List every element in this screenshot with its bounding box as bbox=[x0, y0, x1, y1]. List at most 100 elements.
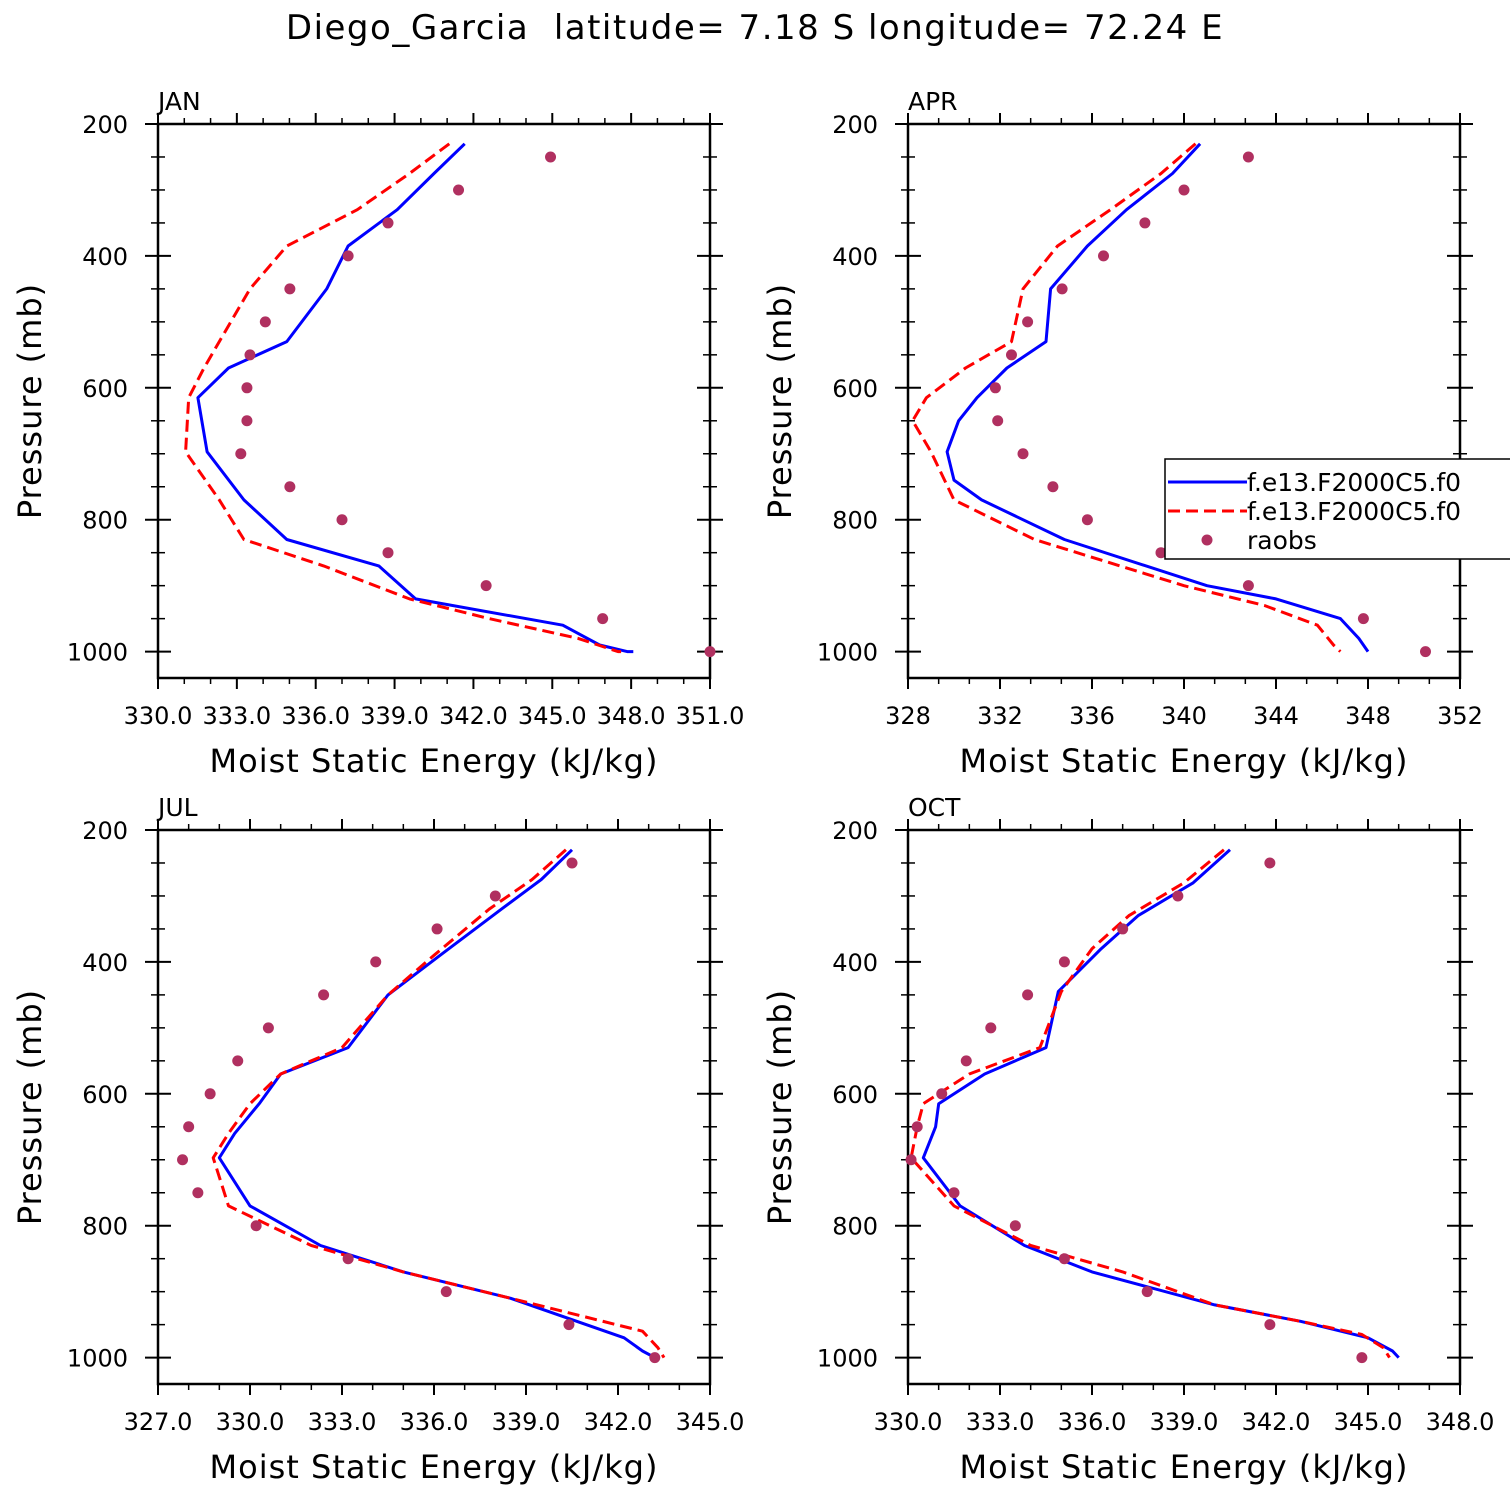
y-tick-label: 600 bbox=[832, 375, 878, 403]
series-line-2 bbox=[211, 848, 666, 1359]
raobs-point bbox=[948, 1187, 960, 1199]
y-tick-label: 600 bbox=[82, 375, 128, 403]
raobs-point bbox=[1056, 283, 1068, 295]
raobs-point bbox=[431, 923, 443, 935]
raobs-point bbox=[192, 1187, 204, 1199]
y-tick-label: 800 bbox=[832, 507, 878, 535]
y-tick-label: 600 bbox=[832, 1081, 878, 1109]
raobs-point bbox=[1178, 184, 1190, 196]
x-tick-label: 330.0 bbox=[216, 1408, 285, 1436]
x-tick-label: 348.0 bbox=[597, 702, 666, 730]
raobs-point bbox=[1420, 646, 1431, 658]
panel-label-apr: APR bbox=[908, 87, 958, 116]
y-tick-label: 400 bbox=[832, 243, 878, 271]
raobs-point bbox=[1172, 890, 1184, 902]
panel-label-jul: JUL bbox=[156, 793, 198, 822]
legend-marker-raobs bbox=[1201, 534, 1213, 546]
raobs-point bbox=[1017, 448, 1029, 460]
raobs-point bbox=[1058, 1253, 1070, 1265]
legend-label-1: f.e13.F2000C5.f0 bbox=[1247, 468, 1461, 497]
plot-frame bbox=[156, 828, 712, 1386]
y-axis-title: Pressure (mb) bbox=[761, 989, 799, 1225]
raobs-point bbox=[1022, 316, 1034, 328]
y-tick-label: 400 bbox=[82, 243, 128, 271]
raobs-point bbox=[545, 151, 557, 163]
raobs-point bbox=[649, 1352, 661, 1364]
panel-label-jan: JAN bbox=[156, 87, 201, 116]
panel-jul: JUL 327.0 330.0 333.0 336.0 339.0 342.0 345.0 20… bbox=[11, 793, 744, 1486]
x-tick-label: 342.0 bbox=[439, 702, 508, 730]
y-tick-label: 1000 bbox=[817, 1345, 878, 1373]
x-tick-label: 332 bbox=[977, 702, 1023, 730]
legend-box bbox=[1164, 458, 1510, 560]
legend-label-3: raobs bbox=[1247, 526, 1317, 555]
x-tick-label: 340 bbox=[1161, 702, 1207, 730]
series-line-1 bbox=[217, 848, 656, 1359]
raobs-point bbox=[440, 1286, 452, 1298]
x-axis-title: Moist Static Energy (kJ/kg) bbox=[210, 742, 659, 780]
x-tick-label: 336.0 bbox=[1058, 1408, 1127, 1436]
raobs-point bbox=[480, 580, 492, 592]
raobs-point bbox=[235, 448, 247, 460]
raobs-point bbox=[1141, 1286, 1153, 1298]
y-tick-label: 800 bbox=[82, 1213, 128, 1241]
raobs-point bbox=[262, 1022, 274, 1034]
y-tick-label: 200 bbox=[82, 817, 128, 845]
raobs-point bbox=[244, 349, 256, 361]
y-tick-label: 600 bbox=[82, 1081, 128, 1109]
plot-frame bbox=[156, 122, 712, 680]
x-tick-label: 345.0 bbox=[1334, 1408, 1403, 1436]
raobs-point bbox=[704, 646, 716, 658]
x-tick-label: 345.0 bbox=[518, 702, 587, 730]
raobs-point bbox=[1081, 514, 1093, 526]
y-axis-title: Pressure (mb) bbox=[761, 283, 799, 519]
plot-frame bbox=[906, 122, 1462, 680]
raobs-point bbox=[370, 956, 382, 968]
raobs-point bbox=[382, 547, 394, 559]
raobs-point bbox=[911, 1121, 923, 1133]
x-tick-label: 328 bbox=[885, 702, 931, 730]
raobs-point bbox=[985, 1022, 997, 1034]
raobs-point bbox=[566, 857, 578, 869]
x-axis-title: Moist Static Energy (kJ/kg) bbox=[210, 1448, 659, 1486]
x-tick-label: 339.0 bbox=[492, 1408, 561, 1436]
raobs-point bbox=[1155, 547, 1167, 559]
raobs-point bbox=[597, 613, 609, 625]
x-tick-label: 336 bbox=[1069, 702, 1115, 730]
y-tick-label: 200 bbox=[82, 111, 128, 139]
x-tick-label: 348.0 bbox=[1426, 1408, 1495, 1436]
raobs-point bbox=[204, 1088, 216, 1100]
raobs-point bbox=[1242, 151, 1254, 163]
raobs-point bbox=[1006, 349, 1017, 361]
x-tick-label: 333.0 bbox=[202, 702, 271, 730]
x-tick-label: 336.0 bbox=[400, 1408, 469, 1436]
legend-label-2: f.e13.F2000C5.f0 bbox=[1247, 497, 1461, 526]
chart-title: Diego_Garcia latitude= 7.18 S longitude=… bbox=[285, 8, 1225, 48]
x-tick-label: 342.0 bbox=[584, 1408, 653, 1436]
panel-oct: OCT 330.0 333.0 336.0 339.0 342.0 345.0 348.0 20… bbox=[761, 793, 1494, 1486]
x-axis-title: Moist Static Energy (kJ/kg) bbox=[960, 1448, 1409, 1486]
raobs-point bbox=[1139, 217, 1151, 229]
x-tick-label: 351.0 bbox=[676, 702, 745, 730]
raobs-point bbox=[989, 382, 1001, 394]
plot-frame bbox=[906, 828, 1462, 1386]
panel-label-oct: OCT bbox=[908, 793, 961, 822]
y-tick-label: 1000 bbox=[67, 639, 128, 667]
raobs-point bbox=[382, 217, 394, 229]
raobs-point bbox=[1009, 1220, 1021, 1232]
raobs-point bbox=[1242, 580, 1254, 592]
x-tick-label: 330.0 bbox=[124, 702, 193, 730]
raobs-point bbox=[960, 1055, 972, 1067]
raobs-point bbox=[489, 890, 501, 902]
raobs-point bbox=[177, 1154, 189, 1166]
y-tick-label: 1000 bbox=[67, 1345, 128, 1373]
y-tick-label: 1000 bbox=[817, 639, 878, 667]
raobs-point bbox=[342, 1253, 354, 1265]
raobs-point bbox=[1264, 1319, 1276, 1331]
x-tick-label: 327.0 bbox=[124, 1408, 193, 1436]
x-tick-label: 339.0 bbox=[1150, 1408, 1219, 1436]
raobs-point bbox=[1022, 989, 1034, 1001]
series-line-1 bbox=[921, 848, 1400, 1359]
